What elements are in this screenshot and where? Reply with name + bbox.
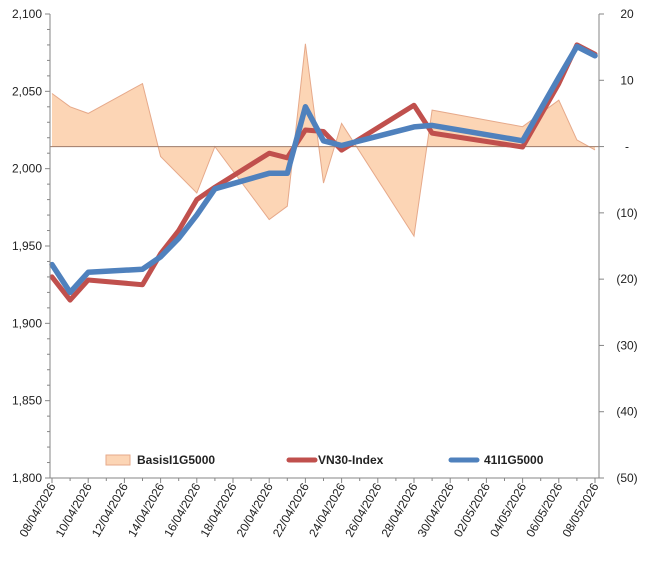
y-right-tick-label: (40) [616, 405, 637, 419]
y-right-tick-label: (10) [616, 206, 637, 220]
y-left-tick-label: 2,100 [12, 7, 42, 21]
y-left-tick-label: 2,050 [12, 84, 42, 98]
y-right-tick-label: (50) [616, 471, 637, 485]
y-left-tick-label: 1,850 [12, 394, 42, 408]
y-left-tick-label: 1,900 [12, 316, 42, 330]
legend-label: BasisI1G5000 [137, 453, 215, 467]
y-right-tick-label: - [625, 140, 629, 154]
y-left-tick-label: 1,800 [12, 471, 42, 485]
y-right-tick-label: 10 [620, 73, 634, 87]
y-right-tick-label: (20) [616, 272, 637, 286]
y-right-tick-label: (30) [616, 338, 637, 352]
legend-label: 41I1G5000 [484, 453, 544, 467]
y-left-tick-label: 1,950 [12, 239, 42, 253]
legend-label: VN30-Index [318, 453, 384, 467]
legend-swatch-basis [106, 455, 130, 465]
y-right-tick-label: 20 [620, 7, 634, 21]
y-left-tick-label: 2,000 [12, 162, 42, 176]
